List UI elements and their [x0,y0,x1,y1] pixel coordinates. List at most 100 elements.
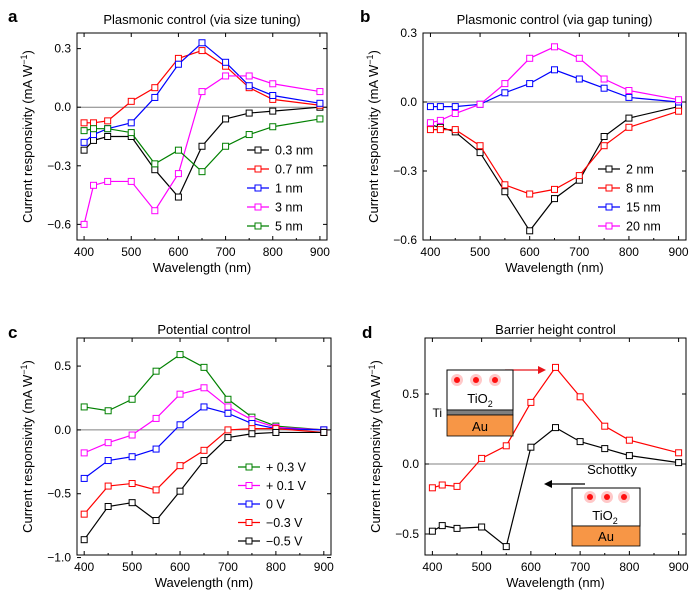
legend-item: 0 V [238,498,285,512]
data-point [224,395,232,403]
data-point [222,72,230,80]
legend-swatch-marker [254,203,262,211]
data-point [104,407,112,415]
tio2-text: TiO [467,391,487,406]
data-point [224,426,232,434]
data-point [200,363,208,371]
data-point [269,91,277,99]
data-point [551,43,558,51]
data-point [675,459,683,467]
data-point [104,117,112,125]
legend-item: 2 nm [598,163,654,177]
data-point [80,119,88,127]
x-tick-label: 500 [121,245,141,259]
legend-item: + 0.1 V [238,479,307,493]
series-line [84,49,320,124]
series-3 [80,72,324,228]
data-point [526,54,534,62]
data-point [176,462,184,470]
au-label: Au [472,419,488,434]
data-point [476,100,484,108]
data-point [428,527,436,535]
legend-label: 0.7 nm [275,163,313,177]
legend-label: 2 nm [626,163,654,177]
data-point [675,96,683,104]
legend-swatch-marker [245,500,253,508]
data-point [151,166,159,174]
y-tick-label: 0.3 [400,26,417,40]
x-axis-label: Wavelength (nm) [505,260,604,275]
series-line [432,426,679,548]
legend-label: + 0.3 V [266,461,307,475]
x-tick-label: 500 [472,560,492,574]
x-tick-label: 900 [314,560,334,574]
data-point [80,127,88,135]
y-tick-label: 0.5 [54,359,71,373]
legend-item: 20 nm [598,220,661,234]
legend: 0.3 nm 0.7 nm 1 nm 3 nm 5 nm [247,144,313,234]
legend-swatch-marker [245,482,253,489]
data-point [104,177,112,185]
data-point [501,181,509,189]
data-point [127,119,135,127]
panel-d: d Barrier height control 400 500 600 700 800 90… [362,322,689,590]
data-point [478,454,486,462]
legend-swatch-marker [245,519,253,526]
data-point [80,146,88,154]
data-point [269,107,277,115]
series-4 [80,115,324,176]
data-point [625,114,633,122]
data-point [104,502,112,510]
legend-label: 0.3 nm [275,144,313,158]
y-tick-label: −0.3 [393,164,417,178]
data-point [320,428,328,436]
data-point [128,431,136,439]
data-point [451,103,459,111]
data-point [426,119,434,127]
x-axis-label: Wavelength (nm) [153,260,252,275]
data-point [90,136,98,144]
data-point [502,442,510,450]
data-point [316,115,324,123]
data-point [151,207,159,215]
data-point [128,395,136,403]
x-tick-label: 500 [470,245,490,259]
legend-item: 8 nm [598,182,654,196]
series-3 [80,425,328,518]
data-point [575,54,583,62]
y-axis-label-text: Current responsivity (mA W [20,64,35,223]
ti-label: Ti [432,406,442,420]
au-layer [571,525,641,547]
data-point [601,445,609,453]
y-axis-label-close: ) [20,50,35,54]
series-2 [80,403,328,482]
data-point [436,116,444,124]
legend-item: −0.3 V [238,516,303,530]
x-tick-label: 800 [619,245,639,259]
data-point [90,131,98,139]
data-point [526,227,534,235]
panel-title: Potential control [157,322,250,337]
y-tick-label: −0.3 [47,159,71,173]
series-line [430,46,679,124]
y-tick-label: 0.0 [402,457,419,471]
data-point [600,84,608,92]
data-point [176,421,184,429]
data-point [625,123,633,131]
y-tick-label: −1.0 [47,551,71,565]
y-axis-label-text: Current responsivity (mA W [368,374,383,533]
legend-swatch-marker [605,203,613,211]
data-point [552,424,559,432]
panel-b: b Plasmonic control (via gap tuning) 400 50… [360,7,689,275]
data-point [200,384,208,392]
data-point [104,133,112,140]
legend-swatch-marker [605,184,613,192]
nanoparticle-icon [454,377,460,383]
data-point [127,97,135,105]
tio2-sub: 2 [613,516,618,526]
legend-label: 0 V [266,498,285,512]
series-0 [428,363,683,492]
data-point [174,54,182,62]
legend-swatch-marker [605,165,613,173]
